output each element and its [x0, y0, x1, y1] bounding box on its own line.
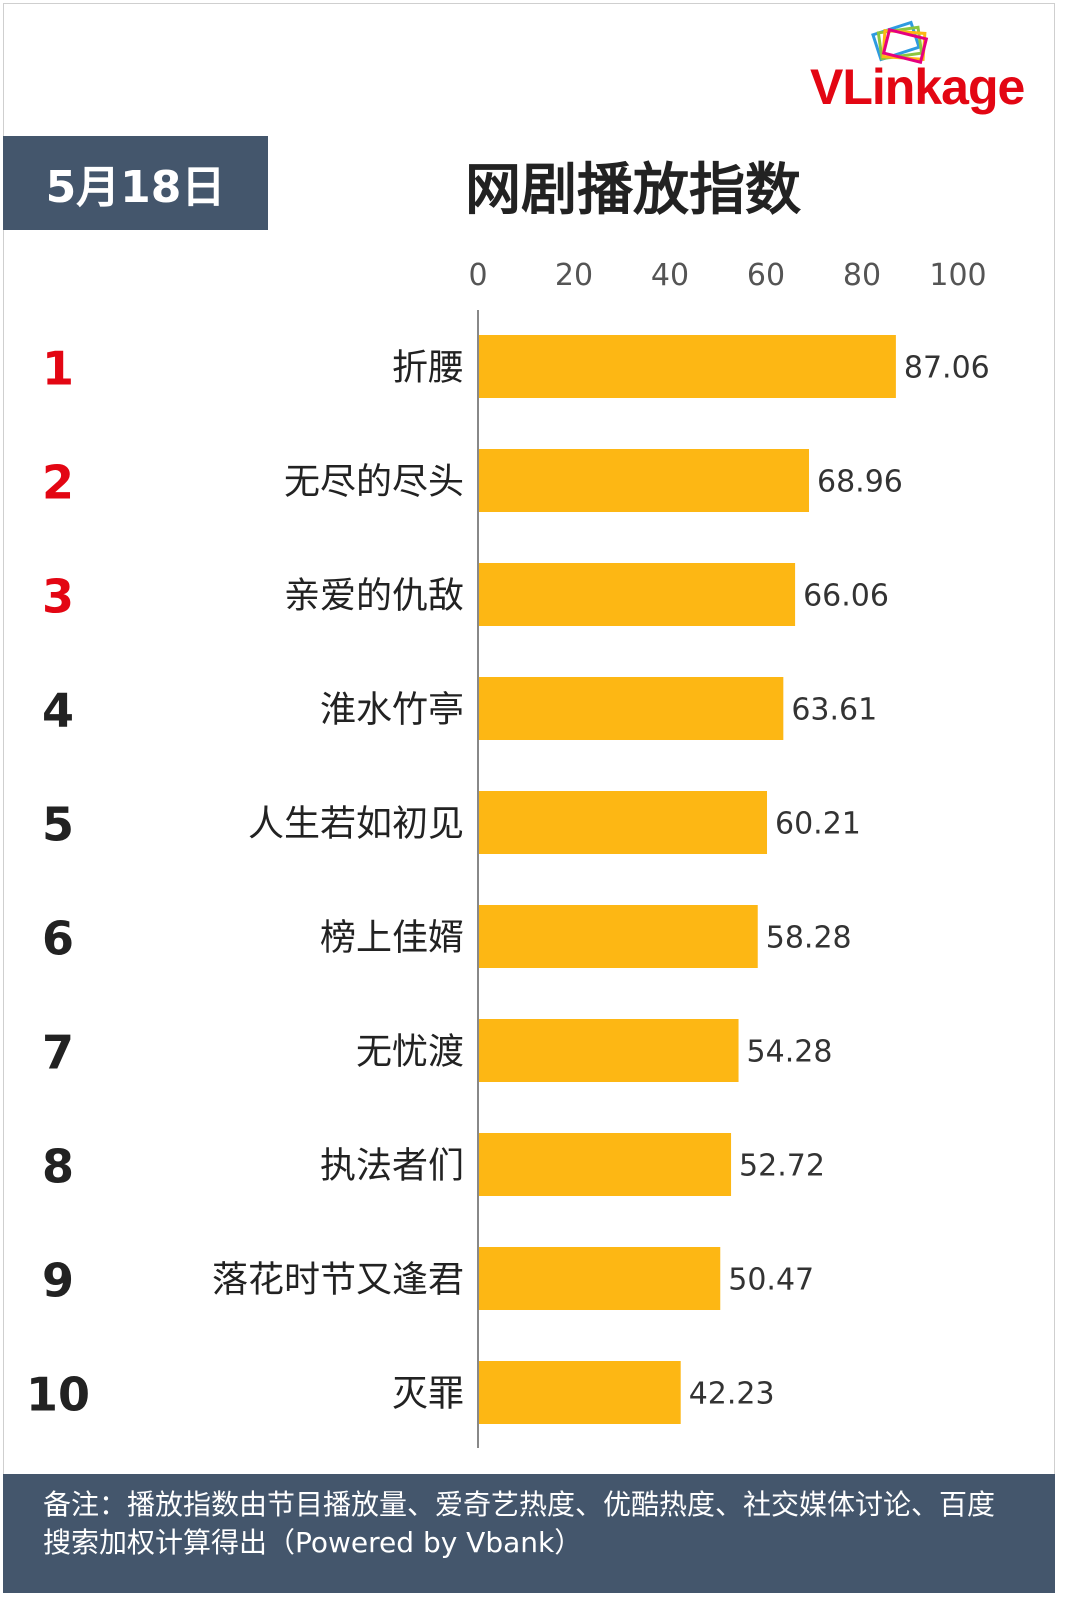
page-title: 网剧播放指数	[465, 158, 801, 223]
category-label: 落花时节又逢君	[212, 1260, 464, 1301]
bar	[479, 335, 896, 398]
x-tick-label: 80	[843, 258, 881, 293]
category-label: 亲爱的仇敌	[284, 576, 464, 617]
logo-cards-icon	[871, 20, 929, 64]
value-label: 42.23	[689, 1377, 775, 1412]
bar	[479, 563, 796, 626]
x-tick-label: 20	[555, 258, 593, 293]
category-label: 执法者们	[320, 1146, 464, 1187]
value-label: 63.61	[791, 693, 877, 728]
rank-number: 9	[42, 1254, 74, 1308]
bar	[479, 1019, 739, 1082]
value-label: 68.96	[817, 465, 903, 500]
date-badge: 5月18日	[3, 136, 268, 230]
bar	[479, 677, 784, 740]
footer-note: 备注：播放指数由节目播放量、爱奇艺热度、优酷热度、社交媒体讨论、百度搜索加权计算…	[3, 1474, 1055, 1593]
rank-number: 6	[42, 912, 74, 966]
bar	[479, 791, 768, 854]
category-label: 折腰	[392, 348, 464, 389]
value-label: 66.06	[803, 579, 889, 614]
rank-number: 4	[42, 684, 74, 738]
category-label: 人生若如初见	[248, 804, 464, 845]
category-label: 灭罪	[392, 1374, 464, 1415]
x-tick-label: 0	[468, 258, 487, 293]
value-label: 52.72	[739, 1149, 825, 1184]
x-tick-label: 40	[651, 258, 689, 293]
bar	[479, 905, 758, 968]
bar-chart: 0 20 40 60 80 100 87.06 折腰 1 68.96 无尽的尽头 2 66.06 亲爱的仇…	[26, 258, 990, 1448]
rank-number: 5	[42, 798, 74, 852]
rank-number: 3	[42, 570, 74, 624]
logo-wordmark: VLinkage	[810, 59, 1025, 115]
rank-number: 2	[42, 456, 74, 510]
value-label: 50.47	[728, 1263, 814, 1298]
category-label: 无尽的尽头	[284, 462, 464, 503]
vlinkage-logo: VLinkage	[810, 18, 1060, 118]
category-label: 无忧渡	[356, 1032, 464, 1073]
x-tick-label: 100	[929, 258, 986, 293]
bar	[479, 1133, 732, 1196]
rank-number: 1	[42, 342, 74, 396]
bar	[479, 449, 810, 512]
rank-number: 10	[26, 1368, 90, 1422]
rank-number: 8	[42, 1140, 74, 1194]
value-label: 58.28	[766, 921, 852, 956]
bar	[479, 1247, 721, 1310]
value-label: 60.21	[775, 807, 861, 842]
value-label: 54.28	[747, 1035, 833, 1070]
x-tick-label: 60	[747, 258, 785, 293]
bar	[479, 1361, 681, 1424]
category-label: 榜上佳婿	[320, 918, 464, 959]
rank-number: 7	[42, 1026, 74, 1080]
category-label: 淮水竹亭	[320, 690, 464, 731]
value-label: 87.06	[904, 351, 990, 386]
